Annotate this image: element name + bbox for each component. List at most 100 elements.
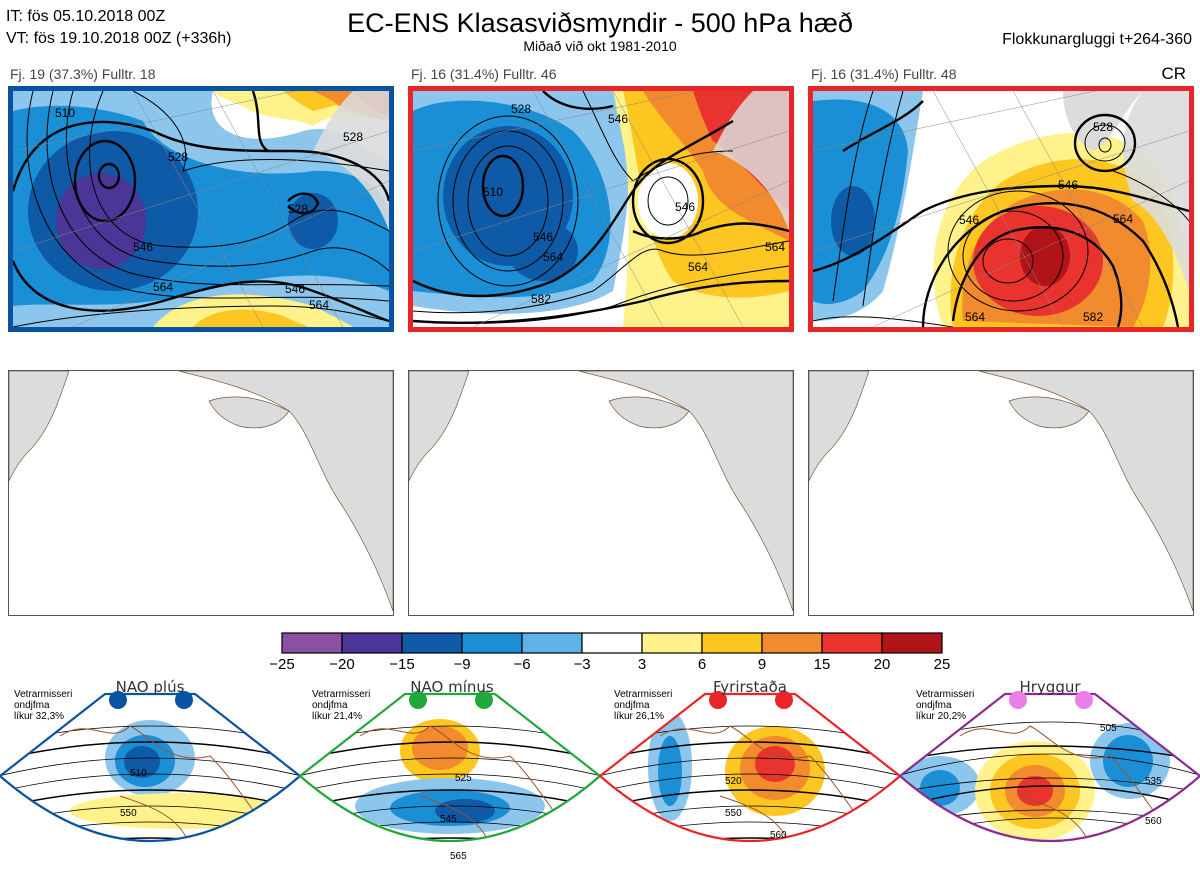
- colorbar-tick-label: 6: [697, 656, 707, 673]
- regime-2-title: NAO mínus: [410, 678, 494, 696]
- landmass-outline: [408, 370, 794, 612]
- regime-contour-label: 545: [440, 814, 457, 825]
- colorbar-tick-label: 25: [933, 656, 951, 673]
- cluster-1-map: 510 528 528 546 564 546 564 528: [8, 86, 394, 332]
- regime-info-line: ondjfma: [312, 700, 348, 711]
- regime-info-line: ondjfma: [916, 700, 952, 711]
- contour-label: 546: [533, 230, 553, 244]
- regime-panels: 510 550 525 545 565 520 550 560 505 535 560: [0, 691, 1200, 871]
- colorbar-swatch: [581, 632, 643, 654]
- regime-contour-label: 505: [1100, 723, 1117, 734]
- cluster-2-map: 528 510 546 564 582 546 546 564 564: [408, 86, 794, 332]
- contour-line: [300, 757, 600, 779]
- regime-info-line: líkur 20,2%: [916, 711, 967, 722]
- contour-line: [300, 773, 600, 795]
- contour-line: [890, 850, 1200, 871]
- contour-line: [900, 785, 1200, 811]
- anomaly-blob: [124, 746, 160, 778]
- regime-contour-label: 560: [1145, 816, 1162, 827]
- regime-marker-dot: [1075, 691, 1093, 709]
- colorbar-tick-label: −20: [329, 656, 355, 673]
- regime-1-title: NAO plús: [115, 678, 185, 696]
- contour-label: 528: [511, 102, 531, 116]
- contour-label: 564: [1113, 212, 1133, 226]
- regime-contour-label: 535: [1145, 776, 1162, 787]
- cr-label: CR: [1161, 64, 1186, 83]
- regime-marker-dot: [775, 691, 793, 709]
- regime-marker-dot: [109, 691, 127, 709]
- contour-line: [0, 854, 310, 871]
- colorbar-swatch: [401, 632, 463, 654]
- colorbar: [281, 632, 943, 654]
- contour-label: 528: [343, 130, 363, 144]
- contour-label: 528: [1093, 120, 1113, 134]
- anomaly-blob: [412, 726, 468, 770]
- regime-3-title: Fyrirstaða: [713, 678, 787, 696]
- cluster-2-label: Fj. 16 (31.4%) Fulltr. 46: [411, 66, 557, 82]
- contour-label: 510: [55, 106, 75, 120]
- page-subtitle: Miðað við okt 1981-2010: [523, 38, 677, 54]
- blank-map-2: [408, 370, 794, 616]
- contour-line: [900, 777, 1200, 795]
- cluster-3-field: 528 546 546 564 564 582: [813, 91, 1189, 327]
- regime-contour-label: 520: [725, 776, 742, 787]
- cluster-3-label: Fj. 16 (31.4%) Fulltr. 48: [811, 66, 957, 82]
- colorbar-swatch: [341, 632, 403, 654]
- colorbar-swatch: [281, 632, 343, 654]
- regime-info-line: Vetrarmisseri: [916, 689, 975, 700]
- contour-label: 564: [309, 298, 329, 312]
- contour-line: [0, 757, 300, 779]
- regime-2-info: Vetrarmisseri ondjfma líkur 21,4%: [312, 689, 392, 722]
- contour-label: 546: [959, 213, 979, 227]
- contour-label: 546: [285, 282, 305, 296]
- regime-4-title: Hryggur: [1019, 678, 1081, 696]
- regime-info-line: líkur 26,1%: [614, 711, 665, 722]
- contour-label: 528: [288, 202, 308, 216]
- contour-label: 546: [1058, 178, 1078, 192]
- it-line: IT: fös 05.10.2018 00Z: [6, 8, 166, 25]
- colorbar-tick-label: −6: [513, 656, 531, 673]
- regime-marker-dot: [475, 691, 493, 709]
- blank-map-3: [808, 370, 1194, 616]
- contour-label: 564: [765, 240, 785, 254]
- contour-line: [900, 753, 1200, 779]
- colorbar-tick-label: 3: [637, 656, 647, 673]
- colorbar-tick-label: 20: [873, 656, 891, 673]
- colorbar-swatch: [701, 632, 763, 654]
- anomaly-blob: [658, 736, 682, 806]
- cluster-1-label: Fj. 19 (37.3%) Fulltr. 18: [10, 66, 156, 82]
- regime-marker-dot: [709, 691, 727, 709]
- cluster-1-field: 510 528 528 546 564 546 564 528: [13, 91, 389, 327]
- colorbar-tick-label: −15: [389, 656, 415, 673]
- contour-line: [0, 773, 300, 795]
- regime-contour-label: 525: [455, 773, 472, 784]
- regime-info-line: líkur 21,4%: [312, 711, 363, 722]
- regime-field: [0, 694, 310, 871]
- regime-info-line: Vetrarmisseri: [312, 689, 371, 700]
- blank-map-1: [8, 370, 394, 616]
- regime-contour-label: 550: [725, 808, 742, 819]
- contour-label: 564: [543, 250, 563, 264]
- colorbar-tick-label: −3: [573, 656, 591, 673]
- regime-info-line: Vetrarmisseri: [14, 689, 73, 700]
- contour-label: 528: [168, 150, 188, 164]
- colorbar-tick-label: −25: [269, 656, 295, 673]
- regime-contour-label: 565: [450, 851, 467, 862]
- colorbar-swatch: [461, 632, 523, 654]
- contour-label: 564: [153, 280, 173, 294]
- colorbar-swatch: [881, 632, 943, 654]
- contour-label: 546: [608, 112, 628, 126]
- window-label: Flokkunargluggi t+264-360: [1002, 31, 1192, 48]
- landmass-outline: [808, 370, 1194, 612]
- colorbar-tick-label: 15: [813, 656, 831, 673]
- colorbar-swatch: [761, 632, 823, 654]
- regime-border: [0, 692, 302, 843]
- contour-label: 564: [688, 260, 708, 274]
- contour-line: [0, 837, 300, 841]
- colorbar-swatch: [821, 632, 883, 654]
- page-title: EC-ENS Klasasviðsmyndir - 500 hPa hæð: [347, 8, 853, 38]
- landmass-outline: [8, 370, 394, 612]
- contour-label: 546: [133, 240, 153, 254]
- anomaly-blob: [920, 770, 960, 806]
- regime-info-line: ondjfma: [14, 700, 50, 711]
